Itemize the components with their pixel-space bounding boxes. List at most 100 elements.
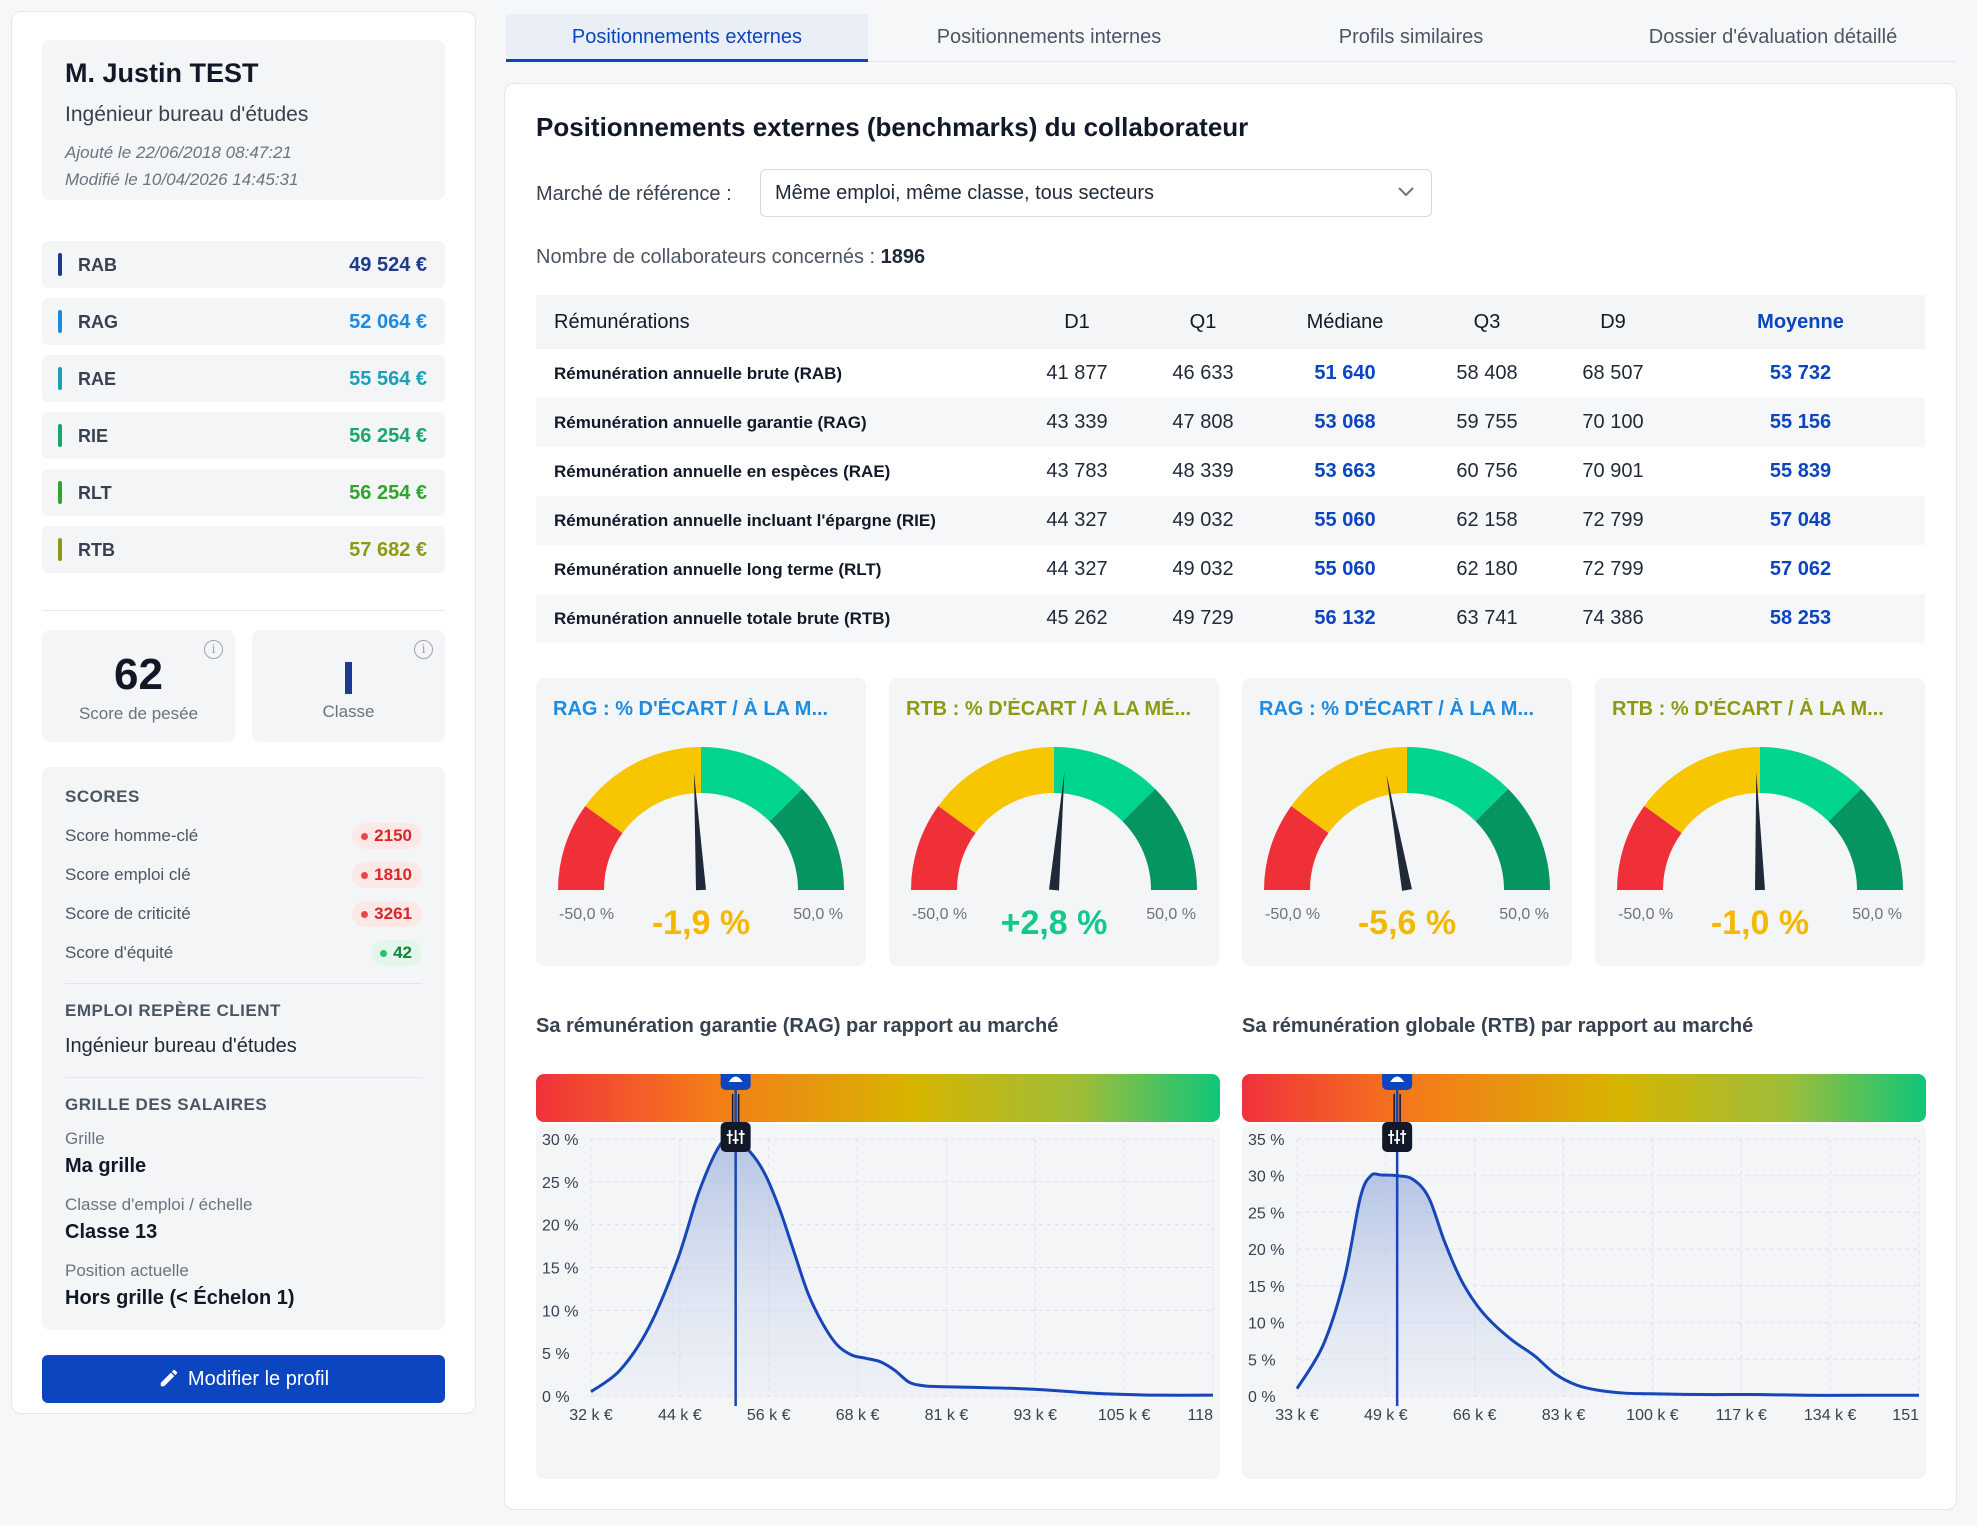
tab-internal[interactable]: Positionnements internes (936, 26, 1162, 48)
x-tick-label: 81 k € (925, 1407, 969, 1424)
table-row: Rémunération annuelle incluant l'épargne… (536, 496, 1925, 545)
remuneration-code: RAG (78, 312, 118, 332)
market-select[interactable]: Même emploi, même classe, tous secteurs (760, 169, 1432, 217)
tab-external[interactable]: Positionnements externes (506, 14, 868, 62)
column-header: Q3 (1424, 295, 1550, 349)
gauge-min-label: -50,0 % (1618, 906, 1674, 923)
gauge-card: RTB : % D'ÉCART / À LA MÉ... -50,0 % 50,0 … (889, 678, 1219, 966)
gauge-dial (558, 747, 844, 891)
y-tick-label: 10 % (1248, 1316, 1284, 1333)
info-icon[interactable]: i (204, 640, 223, 659)
remuneration-code: RTB (78, 540, 115, 560)
scores-panel: SCORES Score homme-clé 2150 Score emploi… (42, 767, 445, 1330)
remuneration-value: 55 564 € (349, 368, 427, 390)
gauge-segment (1407, 747, 1509, 822)
table-row: Rémunération annuelle totale brute (RTB)… (536, 594, 1925, 643)
x-tick-label: 66 k € (1453, 1407, 1497, 1424)
tab-similar-profiles[interactable]: Profils similaires (1338, 26, 1484, 48)
gauge-dial (911, 747, 1197, 891)
status-dot (361, 872, 369, 879)
distribution-chart-rag: 0 % 5 % 10 % 15 % 20 % 25 % 30 % 32 k € 44 k € 56… (536, 1074, 1220, 1479)
info-icon[interactable]: i (414, 640, 433, 659)
gauge-segment (1264, 805, 1329, 890)
edit-profile-button[interactable]: Modifier le profil (42, 1355, 445, 1403)
gauge-min-label: -50,0 % (559, 906, 615, 923)
y-tick-label: 30 % (542, 1132, 578, 1149)
user-pin-icon[interactable] (1382, 1074, 1413, 1090)
weighing-score: 62 (114, 650, 163, 699)
distribution-area (1297, 1173, 1919, 1396)
value-handle-icon[interactable] (720, 1122, 751, 1152)
remuneration-value: 49 524 € (349, 254, 427, 276)
weighing-score-label: Score de pesée (78, 704, 199, 723)
gauge-segment (769, 788, 844, 890)
x-tick-label: 32 k € (569, 1407, 613, 1424)
remuneration-row: RAE 55 564 € (42, 355, 445, 402)
reference-job-heading: EMPLOI REPÈRE CLIENT (65, 1001, 281, 1020)
gauge-max-label: 50,0 % (1852, 906, 1902, 923)
color-bar (58, 424, 62, 447)
gauge-segment (1054, 747, 1156, 822)
gauge-needle (1386, 773, 1412, 891)
y-tick-label: 20 % (542, 1218, 578, 1235)
color-bar (58, 310, 62, 333)
gauge-max-label: 50,0 % (793, 906, 843, 923)
score-label: Score emploi clé (65, 865, 191, 884)
divider (65, 983, 422, 984)
remuneration-code: RLT (78, 483, 112, 503)
gauge-min-label: -50,0 % (1265, 906, 1321, 923)
user-pin-icon[interactable] (720, 1074, 751, 1090)
y-tick-label: 30 % (1248, 1169, 1284, 1186)
market-color-band (1242, 1074, 1926, 1122)
remuneration-code: RAB (78, 255, 117, 275)
x-tick-label: 33 k € (1275, 1407, 1319, 1424)
y-tick-label: 0 % (1248, 1389, 1276, 1406)
column-header: Médiane (1266, 295, 1424, 349)
gauge-card: RTB : % D'ÉCART / À LA M... -50,0 % 50,0 %… (1595, 678, 1925, 966)
x-tick-label: 93 k € (1013, 1407, 1057, 1424)
x-tick-label: 105 k € (1098, 1407, 1151, 1424)
column-header: Rémunérations (536, 295, 1014, 349)
y-tick-label: 20 % (1248, 1242, 1284, 1259)
grid-value: Ma grille (65, 1155, 147, 1177)
remuneration-row: RLT 56 254 € (42, 469, 445, 516)
class-card: i Classe (252, 630, 445, 742)
score-label: Score de criticité (65, 904, 191, 923)
remuneration-value: 56 254 € (349, 482, 427, 504)
status-dot (361, 833, 369, 840)
gauge-max-label: 50,0 % (1499, 906, 1549, 923)
value-handle-icon[interactable] (1382, 1122, 1413, 1152)
gauge-value: +2,8 % (1000, 904, 1108, 942)
gauge-needle (1049, 772, 1065, 891)
column-header: Moyenne (1676, 295, 1925, 349)
y-tick-label: 35 % (1248, 1132, 1284, 1149)
score-badge: 1810 (352, 862, 422, 888)
remuneration-row: RTB 57 682 € (42, 526, 445, 573)
x-tick-label: 117 k € (1716, 1407, 1767, 1424)
gauge-segment (1760, 747, 1862, 822)
remuneration-code: RIE (78, 426, 109, 446)
gauge-value: -1,9 % (651, 904, 751, 942)
gauge-needle (693, 772, 706, 891)
column-header: Q1 (1140, 295, 1266, 349)
scores-heading: SCORES (65, 787, 140, 806)
table-row: Rémunération annuelle garantie (RAG) 43 3… (536, 398, 1925, 447)
gauge-segment (701, 747, 803, 822)
tab-evaluation-file[interactable]: Dossier d'évaluation détaillé (1648, 26, 1898, 48)
gauge-title: RTB : % D'ÉCART / À LA M... (1612, 698, 1884, 720)
divider (42, 610, 445, 611)
remuneration-value: 57 682 € (349, 539, 427, 561)
gauge-segment (1122, 788, 1197, 890)
x-tick-label: 151 (1892, 1407, 1919, 1424)
modified-date: Modifié le 10/04/2026 14:45:31 (65, 170, 299, 189)
salary-grid-heading: GRILLE DES SALAIRES (65, 1095, 268, 1114)
status-dot (380, 950, 388, 957)
remuneration-value: 56 254 € (349, 425, 427, 447)
reference-job-value: Ingénieur bureau d'études (65, 1035, 297, 1057)
gauge-segment (1644, 747, 1760, 833)
grid-label: Grille (65, 1129, 105, 1148)
position-value: Hors grille (< Échelon 1) (65, 1287, 295, 1309)
weighing-score-card: i 62 Score de pesée (42, 630, 235, 742)
score-badge: 2150 (352, 823, 422, 849)
y-tick-label: 0 % (542, 1389, 570, 1406)
